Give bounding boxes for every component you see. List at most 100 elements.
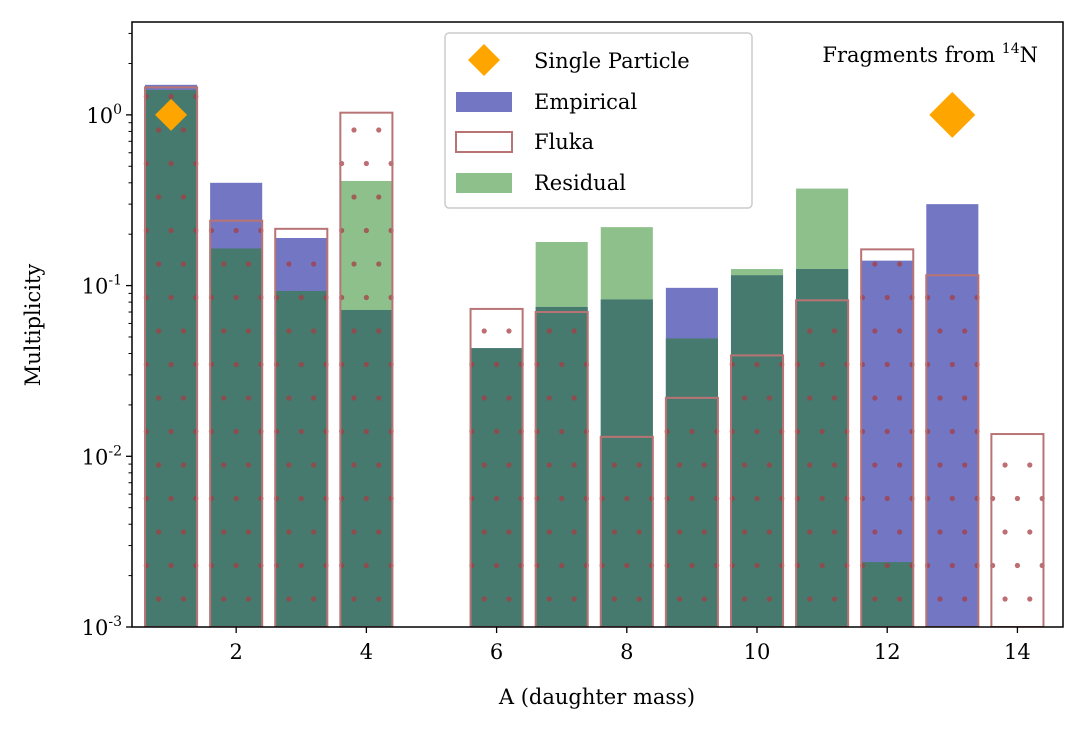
fluka-hatch-dot	[571, 395, 577, 401]
fluka-hatch-dot	[351, 328, 357, 334]
fluka-hatch-dot	[376, 596, 382, 602]
fluka-hatch-dot	[168, 227, 174, 234]
annotation-element: N	[1020, 43, 1038, 67]
fluka-hatch-dot	[884, 562, 890, 569]
fluka-hatch-dot	[298, 562, 304, 569]
fluka-hatch-dot	[286, 596, 292, 602]
fluka-hatch-dot	[351, 529, 357, 535]
fluka-hatch-dot	[286, 395, 292, 401]
fluka-hatch-dot	[376, 395, 382, 401]
fluka-hatch-dot	[311, 328, 317, 334]
fluka-hatch-dot	[624, 495, 630, 502]
fluka-hatch-dot	[676, 529, 683, 535]
fluka-hatch-dot	[180, 596, 187, 602]
fluka-hatch-dot	[286, 261, 292, 267]
fluka-bar-outline	[274, 227, 329, 627]
fluka-hatch-dot	[546, 328, 552, 334]
residual-overlap-bar	[665, 338, 718, 627]
fluka-hatch-dot	[676, 462, 683, 468]
fluka-hatch-dot	[884, 294, 890, 301]
fluka-hatch-dot	[559, 428, 565, 435]
legend-label: Residual	[534, 171, 626, 195]
fluka-hatch-dot	[298, 495, 304, 502]
fluka-hatch-dot	[884, 428, 890, 435]
fluka-hatch-dot	[376, 261, 382, 267]
fluka-hatch-dot	[742, 462, 748, 468]
fluka-hatch-dot	[896, 596, 903, 602]
fluka-bar	[664, 396, 720, 627]
fluka-hatch-dot	[636, 529, 642, 535]
fluka-hatch-dot	[221, 328, 227, 334]
bars-layer	[143, 84, 1045, 627]
fluka-hatch-dot	[168, 294, 174, 301]
fluka-hatch-dot	[363, 495, 369, 502]
fluka-hatch-dot	[180, 462, 187, 468]
y-tick-label: 10-2	[82, 443, 122, 469]
fluka-hatch-dot	[245, 596, 252, 602]
fluka-hatch-dot	[896, 395, 903, 401]
fluka-hatch-dot	[363, 562, 369, 569]
fluka-hatch-dot	[168, 428, 174, 435]
fluka-hatch-dot	[962, 395, 968, 401]
fluka-hatch-dot	[1014, 495, 1021, 502]
fluka-hatch-dot	[376, 529, 382, 535]
fluka-hatch-dot	[180, 395, 187, 401]
fluka-bar-outline	[534, 311, 589, 627]
residual-overlap-bar	[275, 290, 328, 627]
plot-frame	[131, 21, 1064, 628]
fluka-hatch-dot	[156, 395, 162, 401]
fluka-hatch-dot	[493, 495, 500, 502]
single-particle-marker	[155, 98, 188, 131]
fluka-hatch-dot	[1027, 529, 1033, 535]
fluka-hatch-dot	[949, 294, 955, 301]
fluka-hatch-dot	[376, 127, 382, 133]
fluka-hatch-dot	[156, 596, 162, 602]
y-axis-title: Multiplicity	[21, 264, 45, 387]
fluka-hatch-dot	[168, 361, 174, 368]
fluka-hatch-dot	[571, 462, 577, 468]
fluka-hatch-dot	[233, 562, 239, 569]
fluka-hatch-dot	[180, 261, 187, 267]
fluka-hatch-dot	[168, 562, 174, 569]
fluka-hatch-dot	[506, 328, 512, 334]
fluka-hatch-dot	[766, 462, 772, 468]
legend-swatch-single-particle	[468, 44, 500, 76]
fluka-hatch-dot	[571, 529, 577, 535]
x-tick-label: 14	[1004, 640, 1031, 664]
residual-overlap-bar	[600, 299, 653, 627]
fluka-hatch-dot	[245, 529, 252, 535]
fluka-hatch-dot	[819, 361, 825, 368]
y-tick-label: 100	[86, 102, 122, 128]
fluka-hatch-dot	[493, 428, 500, 435]
fluka-hatch-dot	[351, 194, 357, 200]
fluka-hatch-dot	[506, 529, 512, 535]
fluka-hatch-dot	[156, 529, 162, 535]
fluka-hatch-dot	[701, 529, 707, 535]
fluka-hatch-dot	[701, 462, 707, 468]
annotation-text: Fragments from	[822, 43, 1001, 67]
residual-bar	[535, 242, 588, 307]
fluka-bar	[273, 227, 329, 627]
fluka-hatch-dot	[180, 328, 187, 334]
fluka-bar	[534, 311, 590, 627]
fluka-hatch-dot	[937, 596, 943, 602]
fluka-hatch-dot	[481, 328, 487, 334]
fluka-hatch-dot	[896, 462, 903, 468]
fluka-hatch-dot	[884, 495, 890, 502]
fluka-hatch-dot	[481, 596, 487, 602]
markers-layer	[155, 91, 976, 138]
fluka-hatch-dot	[168, 495, 174, 502]
fluka-bar	[990, 433, 1045, 627]
fluka-bar	[208, 219, 264, 627]
fluka-hatch-dot	[896, 261, 903, 267]
fluka-hatch-dot	[156, 328, 162, 334]
fluka-hatch-dot	[676, 596, 683, 602]
fluka-hatch-dot	[168, 93, 174, 100]
x-tick-label: 12	[874, 640, 901, 664]
fluka-hatch-dot	[831, 462, 838, 468]
fluka-hatch-dot	[286, 328, 292, 334]
fluka-hatch-dot	[872, 529, 878, 535]
fluka-hatch-dot	[286, 529, 292, 535]
fluka-hatch-dot	[559, 562, 565, 569]
fluka-hatch-dot	[363, 294, 369, 301]
